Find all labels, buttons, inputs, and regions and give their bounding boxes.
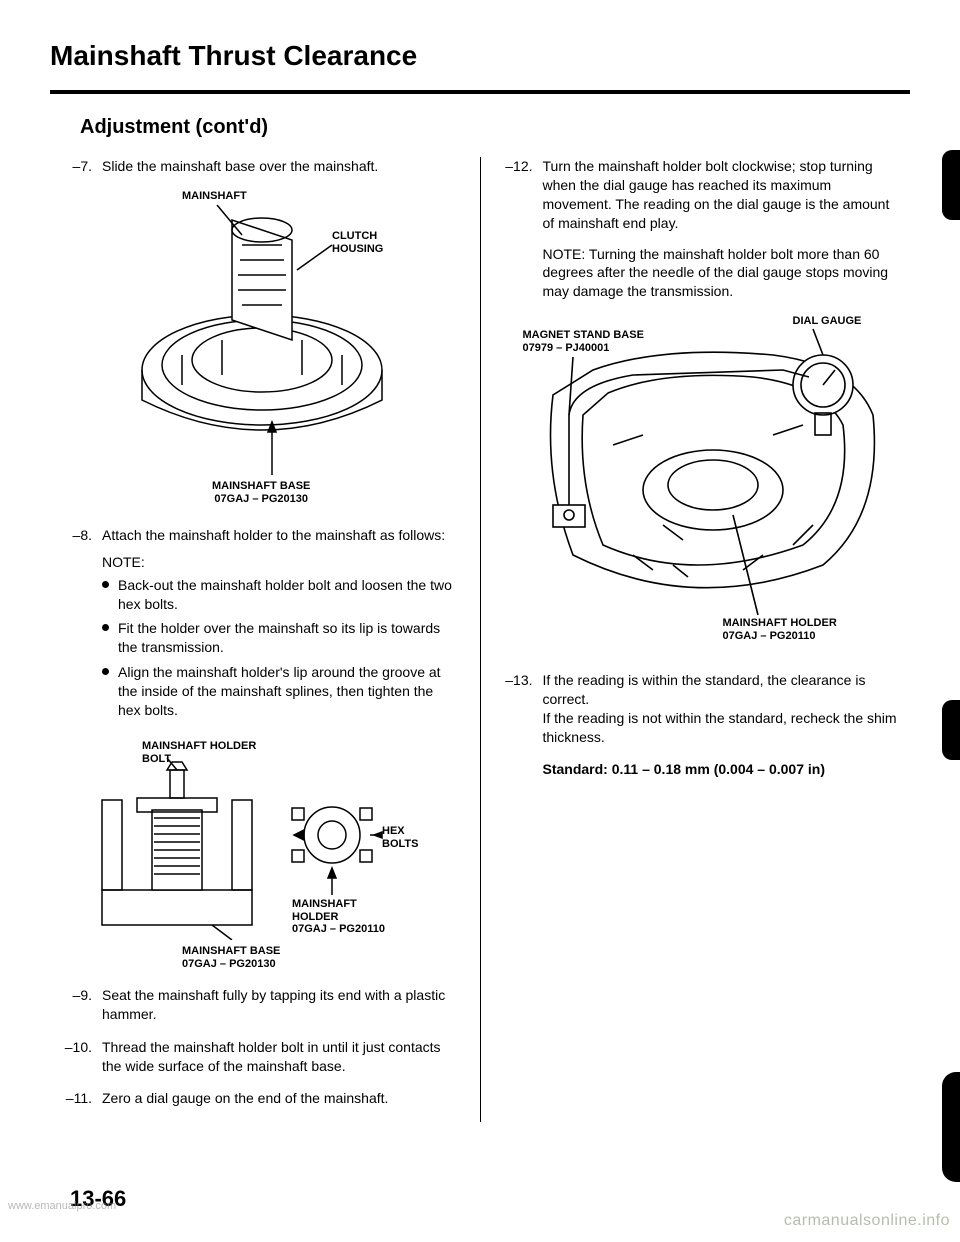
two-column-layout: –7. Slide the mainshaft base over the ma… [50,157,910,1122]
step-body: Turn the mainshaft holder bolt clockwise… [543,157,899,301]
step-body: Attach the mainshaft holder to the mains… [102,526,458,726]
step-number: –9. [62,986,102,1024]
step-body: If the reading is within the standard, t… [543,671,899,747]
bullet-item: Back-out the mainshaft holder bolt and l… [102,576,458,614]
figure-dial-gauge: DIAL GAUGE MAGNET STAND BASE 07979 – PJ4… [513,315,893,655]
step-text: Slide the mainshaft base over the mainsh… [102,157,458,176]
step-8: –8. Attach the mainshaft holder to the m… [62,526,458,726]
step-13: –13. If the reading is within the standa… [503,671,899,747]
step-text: If the reading is not within the standar… [543,709,899,747]
fig1-label-clutch: CLUTCH HOUSING [332,230,383,255]
step-11: –11. Zero a dial gauge on the end of the… [62,1089,458,1108]
step-number: –12. [503,157,543,301]
note-bullets: Back-out the mainshaft holder bolt and l… [102,576,458,720]
step-text: Thread the mainshaft holder bolt in unti… [102,1038,458,1076]
step-7: –7. Slide the mainshaft base over the ma… [62,157,458,176]
fig3-label-holder: MAINSHAFT HOLDER 07GAJ – PG20110 [723,617,837,642]
bullet-item: Fit the holder over the mainshaft so its… [102,619,458,657]
fig1-label-base: MAINSHAFT BASE 07GAJ – PG20130 [212,480,310,505]
watermark-source: www.emanualpro.com [8,1200,116,1212]
fig3-label-dial: DIAL GAUGE [793,315,862,328]
step-number: –7. [62,157,102,176]
left-column: –7. Slide the mainshaft base over the ma… [50,157,481,1122]
step-12: –12. Turn the mainshaft holder bolt cloc… [503,157,899,301]
figure-holder-bolt: MAINSHAFT HOLDER BOLT HEX BOLTS MAINSHAF… [82,740,442,970]
manual-page: Mainshaft Thrust Clearance Adjustment (c… [0,0,960,1242]
step-text: Seat the mainshaft fully by tapping its … [102,986,458,1024]
watermark-site: carmanualsonline.info [784,1212,950,1230]
step-number: –8. [62,526,102,726]
fig2-label-base: MAINSHAFT BASE 07GAJ – PG20130 [182,945,280,970]
step-10: –10. Thread the mainshaft holder bolt in… [62,1038,458,1076]
fig2-label-hex: HEX BOLTS [382,825,418,850]
step-9: –9. Seat the mainshaft fully by tapping … [62,986,458,1024]
right-column: –12. Turn the mainshaft holder bolt cloc… [481,157,911,1122]
step-number: –13. [503,671,543,747]
binder-tab [942,700,960,760]
binder-tab [942,1072,960,1182]
binder-tab [942,150,960,220]
page-title: Mainshaft Thrust Clearance [50,40,910,72]
step-text: Attach the mainshaft holder to the mains… [102,526,458,545]
bullet-item: Align the mainshaft holder's lip around … [102,663,458,720]
section-subtitle: Adjustment (cont'd) [80,116,910,139]
step-text: If the reading is within the standard, t… [543,671,899,709]
fig1-label-mainshaft: MAINSHAFT [182,190,247,203]
step-note: NOTE: Turning the mainshaft holder bolt … [543,245,899,302]
fig2-label-bolt: MAINSHAFT HOLDER BOLT [142,740,256,765]
title-rule [50,90,910,94]
fig3-svg [513,315,893,615]
figure-mainshaft-base: MAINSHAFT CLUTCH HOUSING MAINSHAFT BASE … [122,190,422,510]
step-number: –10. [62,1038,102,1076]
fig2-label-holder: MAINSHAFT HOLDER 07GAJ – PG20110 [292,898,385,936]
note-heading: NOTE: [102,553,458,572]
standard-spec: Standard: 0.11 – 0.18 mm (0.004 – 0.007 … [543,761,899,777]
fig3-label-magnet: MAGNET STAND BASE 07979 – PJ40001 [523,329,644,354]
step-number: –11. [62,1089,102,1108]
step-text: Zero a dial gauge on the end of the main… [102,1089,458,1108]
step-text: Turn the mainshaft holder bolt clockwise… [543,157,899,233]
